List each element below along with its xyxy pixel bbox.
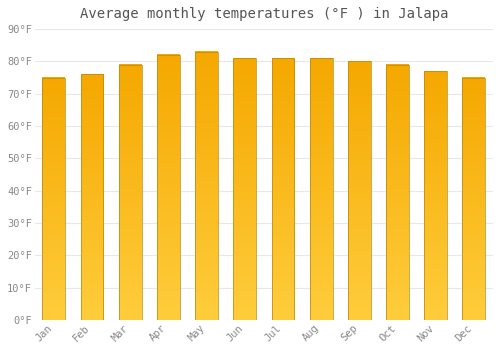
Bar — [234, 58, 256, 320]
Bar — [42, 78, 66, 320]
Bar — [80, 74, 104, 320]
Bar — [272, 58, 294, 320]
Bar — [348, 61, 371, 320]
Bar — [462, 78, 485, 320]
Bar — [195, 52, 218, 320]
Bar — [119, 65, 142, 320]
Bar — [386, 65, 409, 320]
Bar — [310, 58, 332, 320]
Bar — [157, 55, 180, 320]
Bar — [424, 71, 447, 320]
Title: Average monthly temperatures (°F ) in Jalapa: Average monthly temperatures (°F ) in Ja… — [80, 7, 448, 21]
